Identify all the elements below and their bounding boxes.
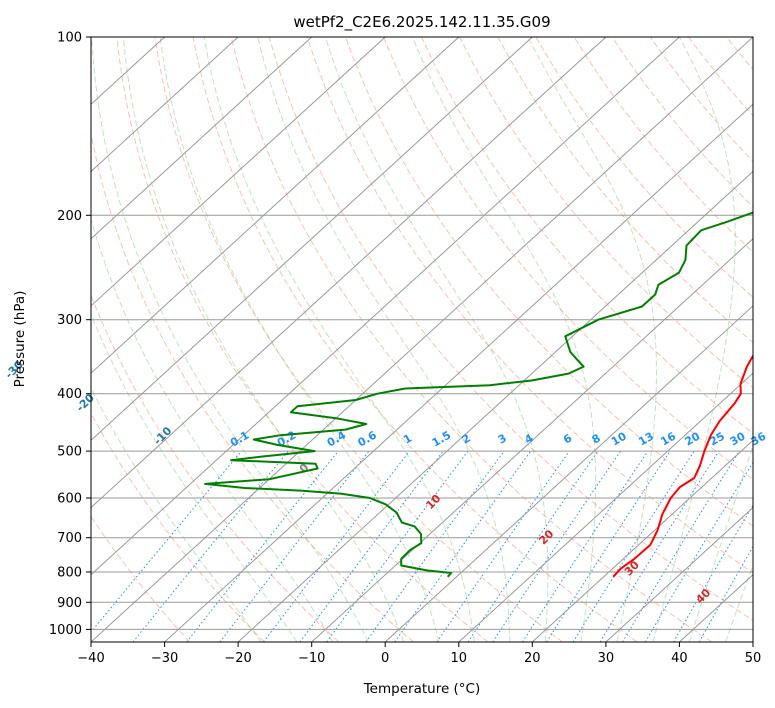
y-tick-label: 700 <box>57 531 82 546</box>
x-tick-label: 40 <box>671 651 688 666</box>
temperature-profile <box>612 353 753 578</box>
mixing-ratio-line <box>263 450 410 642</box>
moist-adiabat-line <box>412 37 597 642</box>
y-tick-label: 600 <box>57 492 82 507</box>
isotherm-line <box>237 170 753 642</box>
mixing-ratio-line <box>365 450 505 642</box>
isotherm-line <box>91 37 607 509</box>
x-axis-ticks: −40 −30 −20 −10 0 10 20 30 40 50 <box>77 642 761 666</box>
x-axis-label: Temperature (°C) <box>363 681 481 697</box>
y-tick-label: 1000 <box>49 623 82 638</box>
x-tick-label: −10 <box>298 651 325 666</box>
moist-adiabat-line <box>324 37 549 642</box>
isotherm-line <box>91 37 239 173</box>
isotherm-line <box>531 439 753 642</box>
x-tick-label: 10 <box>451 651 468 666</box>
dry-adiabat-line <box>535 37 753 298</box>
dry-adiabat-line <box>91 412 265 642</box>
isotherm-line <box>164 103 753 642</box>
moist-adiabat-line <box>257 37 511 642</box>
isotherm-line <box>91 37 533 441</box>
dry-adiabat-line <box>459 37 753 389</box>
x-tick-label: −20 <box>224 651 251 666</box>
x-tick-label: 30 <box>598 651 615 666</box>
moist-adiabat-line <box>159 37 440 642</box>
moist-adiabat-line <box>203 37 475 642</box>
x-tick-label: −40 <box>77 651 104 666</box>
dry-adiabat-line <box>306 37 753 574</box>
mixing-ratio-line <box>299 450 444 642</box>
y-axis-ticks: 100 200 300 400 500 600 700 800 900 1000 <box>49 31 91 638</box>
x-tick-label: 50 <box>745 651 762 666</box>
dry-adiabat-line <box>91 515 191 642</box>
mixing-ratio-line <box>326 450 469 642</box>
y-tick-label: 200 <box>57 209 82 224</box>
x-tick-label: 0 <box>381 651 389 666</box>
mixing-ratio-line <box>436 450 570 642</box>
mixing-ratio-line <box>522 450 649 642</box>
y-tick-label: 300 <box>57 313 82 328</box>
dry-adiabat-line <box>91 293 340 642</box>
dry-adiabat-line <box>192 37 638 642</box>
moist-adiabat-line <box>122 37 405 642</box>
sounding-profiles <box>204 211 753 578</box>
x-tick-label: 20 <box>524 651 541 666</box>
isotherm-line <box>91 37 386 307</box>
mixing-ratio-line <box>186 450 339 642</box>
moist-adiabat-line <box>91 313 298 642</box>
isotherm-line <box>91 37 313 240</box>
dry-adiabat-line <box>497 37 753 344</box>
mixing-ratio-line <box>622 450 740 642</box>
moist-adiabat-line <box>91 387 262 642</box>
dry-adiabat-line <box>383 37 753 481</box>
chart-title: wetPf2_C2E6.2025.142.11.35.G09 <box>293 13 550 32</box>
mixing-ratio-line <box>132 450 289 642</box>
isotherm-line <box>91 37 753 642</box>
mixing-ratio-line <box>492 450 622 642</box>
moist-adiabat-line <box>91 217 334 642</box>
mixing-ratio-line <box>91 450 242 633</box>
mixing-ratio-line <box>546 450 671 642</box>
dry-adiabat-line <box>268 37 753 622</box>
isotherm-line <box>91 37 460 374</box>
y-tick-label: 800 <box>57 566 82 581</box>
dewpoint-profile <box>204 211 753 578</box>
y-tick-label: 500 <box>57 445 82 460</box>
y-tick-label: 900 <box>57 596 82 611</box>
dry-adiabat-line <box>154 37 563 642</box>
plot-frame <box>90 36 754 643</box>
x-tick-label: −30 <box>151 651 178 666</box>
moist-adiabat-line <box>91 37 369 642</box>
moist-adiabat-line <box>688 444 753 642</box>
moist-adiabat-line <box>652 37 736 642</box>
background-lines <box>91 37 753 642</box>
y-axis-label: Pressure (hPa) <box>12 291 28 388</box>
mixing-ratio-line <box>467 450 599 642</box>
dry-adiabat-line <box>116 37 489 642</box>
mixing-ratio-line <box>572 450 695 642</box>
y-tick-label: 400 <box>57 387 82 402</box>
isotherm-line <box>91 37 680 576</box>
isotherm-line <box>384 305 753 642</box>
isotherm-line <box>458 372 753 642</box>
mixing-ratio-line <box>599 450 720 642</box>
y-tick-label: 100 <box>57 31 82 46</box>
isotherm-line <box>605 506 753 642</box>
